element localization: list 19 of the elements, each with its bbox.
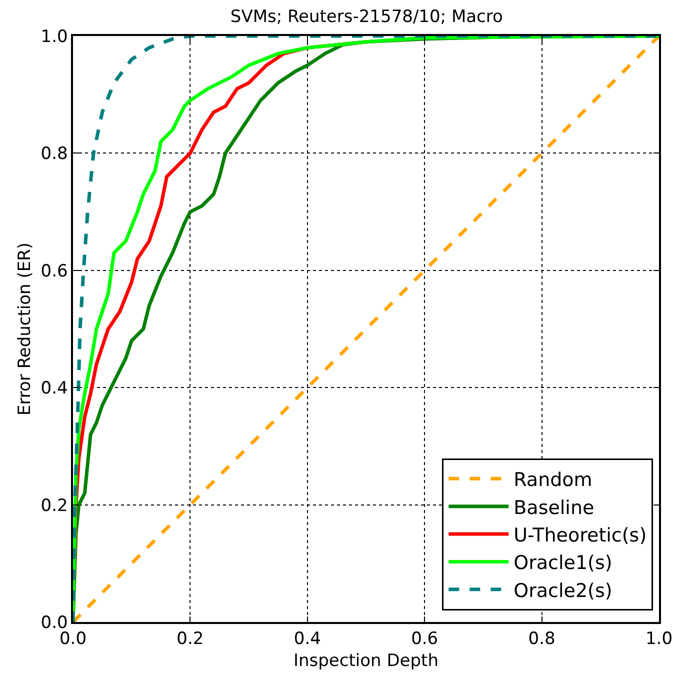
legend-label: U-Theoretic(s) xyxy=(514,524,647,546)
y-tick-label: 0.8 xyxy=(40,144,68,164)
x-tick-label: 0.2 xyxy=(176,629,204,650)
x-tick-label: 0.6 xyxy=(411,629,438,650)
x-tick-label: 0.8 xyxy=(528,629,556,650)
legend-label: Random xyxy=(514,469,592,492)
y-tick-label: 0.2 xyxy=(40,496,68,516)
x-axis-title: Inspection Depth xyxy=(294,651,438,672)
y-tick-label: 1.0 xyxy=(40,26,68,47)
y-axis-title: Error Reduction (ER) xyxy=(14,242,35,416)
legend-label: Baseline xyxy=(514,496,594,519)
x-tick-label: 1.0 xyxy=(645,629,673,650)
chart-title: SVMs; Reuters-21578/10; Macro xyxy=(230,6,503,27)
legend-label: Oracle2(s) xyxy=(514,580,612,602)
y-tick-label: 0.4 xyxy=(40,378,68,399)
x-tick-label: 0.4 xyxy=(294,629,321,650)
legend-label: Oracle1(s) xyxy=(514,552,612,574)
y-tick-label: 0.6 xyxy=(40,261,68,282)
x-tick-label: 0.0 xyxy=(59,629,87,650)
